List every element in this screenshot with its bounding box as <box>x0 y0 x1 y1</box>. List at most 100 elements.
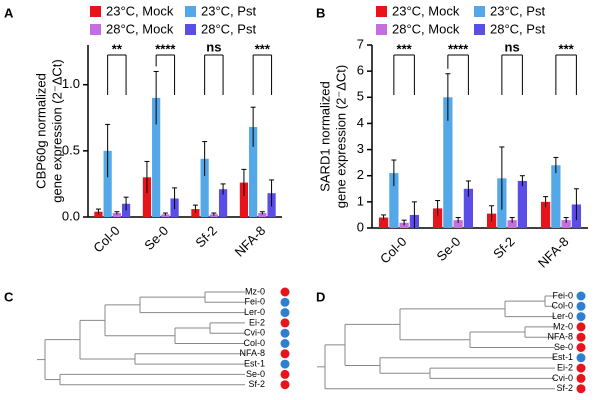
leaf-label: Ei-2 <box>249 317 265 327</box>
significance-label: **** <box>448 41 469 56</box>
leaf-dot <box>576 312 586 322</box>
legend-swatch <box>90 24 101 35</box>
leaf-dot <box>576 353 586 363</box>
bar <box>218 189 228 217</box>
leaf-label: Fei-0 <box>552 290 573 300</box>
y-tick-label: 0 <box>357 219 364 234</box>
panel-label: D <box>316 289 325 304</box>
significance-label: *** <box>397 41 413 56</box>
leaf-dot <box>280 297 290 307</box>
leaf-label: Fei-0 <box>244 297 265 307</box>
bar <box>453 220 463 228</box>
leaf-dot <box>280 349 290 359</box>
leaf-label: Ler-0 <box>552 311 573 321</box>
bar <box>551 165 561 228</box>
leaf-label: Se-0 <box>246 369 265 379</box>
bar <box>378 217 389 228</box>
leaf-dot <box>576 343 586 352</box>
leaf-label: Sf-2 <box>556 383 573 393</box>
legend-label: 23°C, Pst <box>201 3 256 18</box>
leaf-label: NFA-8 <box>547 332 573 342</box>
leaf-dot <box>280 359 290 369</box>
leaf-label: Sf-2 <box>248 379 265 389</box>
leaf-dot <box>280 369 290 379</box>
x-tick-label: Se-0 <box>434 234 464 264</box>
y-tick-label: 4 <box>357 115 364 130</box>
leaf-label: Col-0 <box>243 338 265 348</box>
x-tick-label: NFA-8 <box>535 234 572 271</box>
leaf-dot <box>576 363 586 373</box>
bar <box>200 158 209 217</box>
legend-label: 28°C, Pst <box>490 21 545 36</box>
x-tick-label: Col-0 <box>377 234 410 267</box>
y-tick-label: 5 <box>357 89 364 104</box>
bar <box>112 213 121 217</box>
leaf-dot <box>280 380 290 390</box>
bar <box>443 97 453 229</box>
y-tick-label: 2 <box>357 167 364 182</box>
leaf-dot <box>280 318 290 328</box>
y-tick-label: 0.5 <box>62 142 80 157</box>
y-axis-label: CBP60g normalized <box>33 73 48 189</box>
legend-swatch <box>90 6 101 17</box>
leaf-label: Col-0 <box>551 301 573 311</box>
bar <box>142 177 152 217</box>
significance-label: **** <box>155 41 176 56</box>
leaf-dot <box>280 328 290 338</box>
legend-label: 23°C, Pst <box>490 3 545 18</box>
leaf-dot <box>576 373 586 383</box>
leaf-label: Ler-0 <box>244 307 265 317</box>
legend-label: 23°C, Mock <box>392 3 460 18</box>
x-tick-label: Col-0 <box>90 223 123 256</box>
leaf-label: Se-0 <box>554 342 573 352</box>
bar <box>432 208 443 228</box>
bar <box>152 97 161 217</box>
y-tick-label: 3 <box>357 141 364 156</box>
legend-swatch <box>185 6 196 17</box>
leaf-dot <box>576 384 586 394</box>
bar <box>239 182 249 217</box>
legend-swatch <box>474 6 485 17</box>
significance-label: ** <box>112 41 123 56</box>
y-axis-label: SARD1 normalized <box>317 81 332 192</box>
bar <box>258 213 267 217</box>
legend-label: 28°C, Mock <box>392 21 460 36</box>
legend-swatch <box>376 24 387 35</box>
legend-swatch <box>185 24 196 35</box>
y-tick-label: 6 <box>357 63 364 78</box>
significance-label: ns <box>505 39 520 54</box>
y-tick-label: 1.0 <box>62 76 80 91</box>
bar <box>463 188 474 228</box>
x-tick-label: Se-0 <box>141 223 171 253</box>
bar <box>540 201 551 228</box>
panel-label: A <box>4 5 14 20</box>
leaf-label: Cvi-0 <box>244 328 265 338</box>
panel-label: C <box>4 289 14 304</box>
significance-label: ns <box>206 39 221 54</box>
leaf-label: Ei-2 <box>557 362 573 372</box>
leaf-dot <box>576 332 586 342</box>
y-tick-label: 1 <box>357 193 364 208</box>
leaf-label: NFA-8 <box>239 348 265 358</box>
legend-swatch <box>376 6 387 17</box>
leaf-dot <box>576 291 586 301</box>
legend-label: 23°C, Mock <box>106 3 174 18</box>
bar <box>507 220 517 228</box>
leaf-dot <box>280 339 290 348</box>
y-axis-label: gene expression (2⁻ΔCt) <box>49 59 64 202</box>
leaf-label: Est-1 <box>244 358 265 368</box>
x-tick-label: NFA-8 <box>232 223 269 260</box>
dendrograms <box>37 291 555 390</box>
leaf-label: Est-1 <box>552 352 573 362</box>
legend-swatch <box>474 24 485 35</box>
leaf-dot <box>280 287 290 297</box>
legend-label: 28°C, Pst <box>201 21 256 36</box>
leaf-dot <box>576 322 586 332</box>
bar <box>561 220 571 228</box>
x-tick-label: Sf-2 <box>192 223 219 250</box>
leaf-label: Mz-0 <box>245 286 265 296</box>
legend-label: 28°C, Mock <box>106 21 174 36</box>
panel-label: B <box>316 5 325 20</box>
leaf-label: Mz-0 <box>553 321 573 331</box>
significance-label: *** <box>255 41 271 56</box>
